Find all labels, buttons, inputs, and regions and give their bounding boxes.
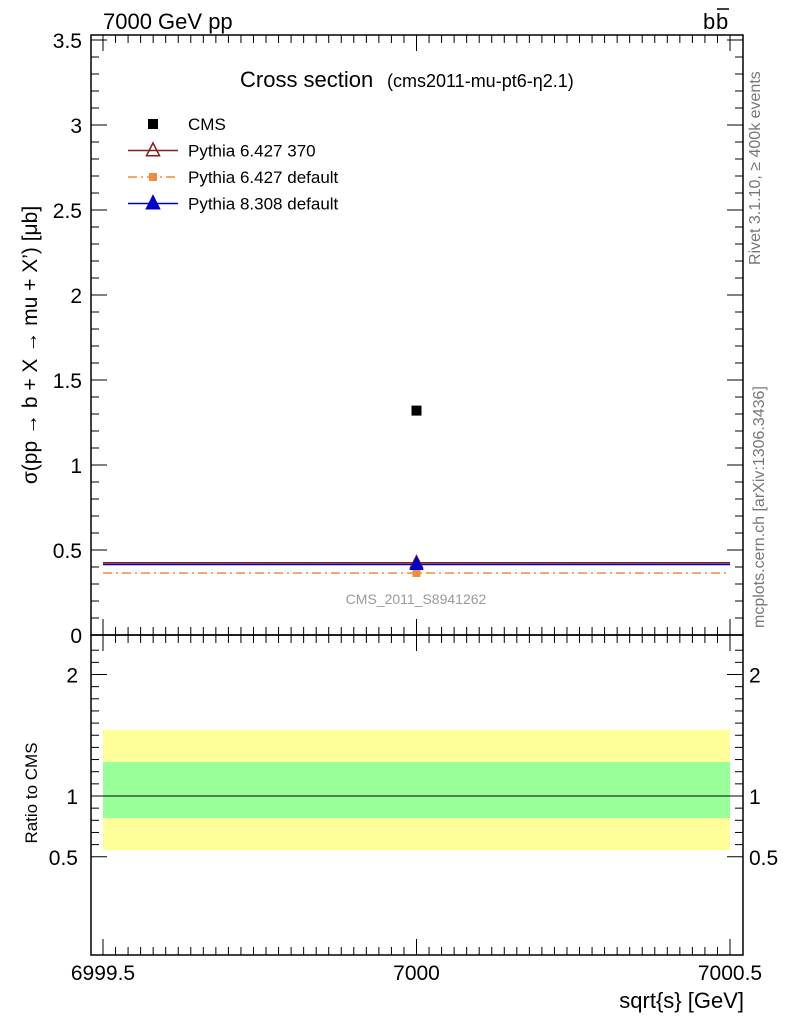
data-point-2 xyxy=(412,568,421,577)
mcplots-label: mcplots.cern.ch [arXiv:1306.3436] xyxy=(751,386,768,628)
main-y-tick-label: 1.5 xyxy=(53,370,82,393)
main-title: Cross section xyxy=(240,67,373,92)
header-process-b: b xyxy=(703,9,715,34)
ratio-y-ticks: 0.5 0.5 1 1 2 2 xyxy=(49,649,778,870)
main-y-tick-label: 0 xyxy=(70,625,82,648)
main-subtitle: (cms2011-mu-pt6-η2.1) xyxy=(387,71,574,91)
header-process: b b xyxy=(703,8,729,34)
legend-marker-2 xyxy=(149,173,157,181)
main-y-tick-label: 0.5 xyxy=(53,540,82,563)
ratio-y-tick-label-right: 0.5 xyxy=(749,847,778,870)
legend-marker-0 xyxy=(148,119,158,129)
ratio-y-tick-label-right: 2 xyxy=(749,665,761,688)
ratio-x-ticks: 6999.5 7000 7000.5 xyxy=(71,635,762,985)
header-process-bbar: b xyxy=(716,9,728,34)
ratio-band-stat-uncertainty xyxy=(103,761,730,819)
ratio-y-axis-label: Ratio to CMS xyxy=(22,742,41,843)
x-tick-label: 6999.5 xyxy=(71,962,135,985)
ratio-y-tick-label-left: 1 xyxy=(66,786,78,809)
main-y-tick-label: 3.5 xyxy=(53,30,82,53)
data-point-3 xyxy=(409,555,424,571)
ratio-y-tick-label-left: 0.5 xyxy=(49,847,78,870)
header-collision: 7000 GeV pp xyxy=(103,9,233,34)
main-y-tick-label: 2.5 xyxy=(53,200,82,223)
main-y-axis-label: σ(pp → b + X → mu + X’) [μb] xyxy=(19,206,42,484)
legend-label-1: Pythia 6.427 370 xyxy=(188,142,316,161)
main-y-ticks: 0 0.5 1 1.5 2 2.5 3 3.5 xyxy=(53,30,743,648)
data-point-0 xyxy=(411,405,422,416)
legend-label-0: CMS xyxy=(188,115,226,134)
legend: CMS Pythia 6.427 370 Pythia 6.427 default P… xyxy=(128,115,339,214)
main-series xyxy=(103,405,730,577)
x-tick-label: 7000.5 xyxy=(698,962,762,985)
x-axis-label: sqrt{s} [GeV] xyxy=(619,988,744,1013)
watermark: CMS_2011_S8941262 xyxy=(346,591,487,607)
main-y-tick-label: 1 xyxy=(70,455,82,478)
main-x-ticks xyxy=(102,35,731,635)
ratio-bands xyxy=(103,729,730,851)
legend-marker-3 xyxy=(145,194,161,210)
ratio-panel: 0.5 0.5 1 1 2 2 6999.5 7000 7000.5 Ratio to CMS… xyxy=(22,634,778,1013)
main-y-tick-label: 2 xyxy=(70,285,82,308)
x-tick-label: 7000 xyxy=(393,962,440,985)
legend-label-2: Pythia 6.427 default xyxy=(188,168,339,187)
ratio-y-tick-label-right: 1 xyxy=(749,786,761,809)
main-panel: 0 0.5 1 1.5 2 2.5 3 3.5 Cross section (cms2011-… xyxy=(19,30,744,648)
legend-label-3: Pythia 8.308 default xyxy=(188,195,339,214)
main-y-tick-label: 3 xyxy=(70,115,82,138)
ratio-y-tick-label-left: 2 xyxy=(66,665,78,688)
rivet-label: Rivet 3.1.10, ≥ 400k events xyxy=(747,71,764,265)
legend-marker-1 xyxy=(145,141,161,157)
